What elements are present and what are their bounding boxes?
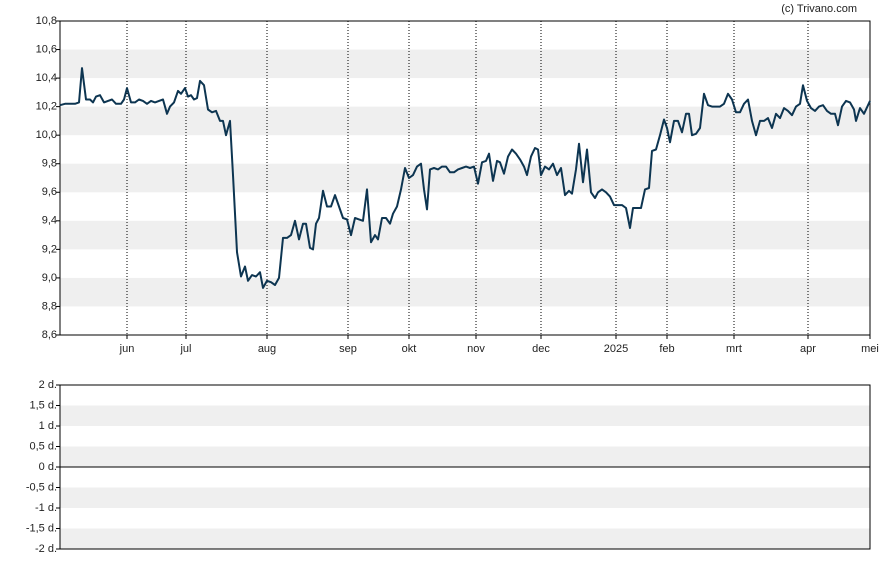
x-tick-label: okt xyxy=(402,343,417,355)
price-line xyxy=(59,67,871,289)
y-tick-label: 9,8 xyxy=(42,158,57,170)
x-tick-label: apr xyxy=(800,343,816,355)
y-tick-label: -1 d. xyxy=(35,502,57,514)
y-tick-label: 1,5 d. xyxy=(29,399,57,411)
x-tick-label: mei xyxy=(861,343,879,355)
credit: (c) Trivano.com xyxy=(781,3,857,15)
grid-band xyxy=(60,446,870,467)
plot-frame xyxy=(59,20,871,336)
y-tick-label: -2 d. xyxy=(35,543,57,555)
plot-frame xyxy=(59,384,871,550)
x-tick-label: jun xyxy=(119,343,135,355)
y-tick-label: 10,4 xyxy=(36,72,57,84)
y-tick-label: -0,5 d. xyxy=(26,481,57,493)
grid-band xyxy=(60,163,870,193)
grid-band xyxy=(60,220,870,250)
y-tick-label: 10,0 xyxy=(36,129,57,141)
y-tick-label: 8,6 xyxy=(42,329,57,341)
y-tick-label: 9,4 xyxy=(42,215,57,227)
grid-band xyxy=(60,49,870,79)
y-tick-label: -1,5 d. xyxy=(26,522,57,534)
y-tick-label: 10,6 xyxy=(36,43,57,55)
y-tick-label: 10,2 xyxy=(36,101,57,113)
grid-band xyxy=(60,277,870,307)
grid-band xyxy=(60,487,870,508)
y-tick-label: 2 d. xyxy=(39,379,57,391)
y-tick-label: 10,8 xyxy=(36,15,57,27)
x-tick-label: jul xyxy=(179,343,191,355)
x-tick-label: dec xyxy=(532,343,550,355)
grid-band xyxy=(60,106,870,136)
y-tick-label: 8,8 xyxy=(42,300,57,312)
grid-band xyxy=(60,405,870,426)
y-tick-label: 9,0 xyxy=(42,272,57,284)
x-tick-label: sep xyxy=(339,343,357,355)
x-tick-label: nov xyxy=(467,343,485,355)
x-tick-label: 2025 xyxy=(604,343,628,355)
y-tick-label: 0 d. xyxy=(39,461,57,473)
y-tick-label: 1 d. xyxy=(39,420,57,432)
x-tick-label: aug xyxy=(258,343,276,355)
y-tick-label: 9,6 xyxy=(42,186,57,198)
x-tick-label: feb xyxy=(659,343,674,355)
y-tick-label: 0,5 d. xyxy=(29,440,57,452)
x-tick-label: mrt xyxy=(726,343,742,355)
grid-band xyxy=(60,528,870,549)
y-tick-label: 9,2 xyxy=(42,243,57,255)
